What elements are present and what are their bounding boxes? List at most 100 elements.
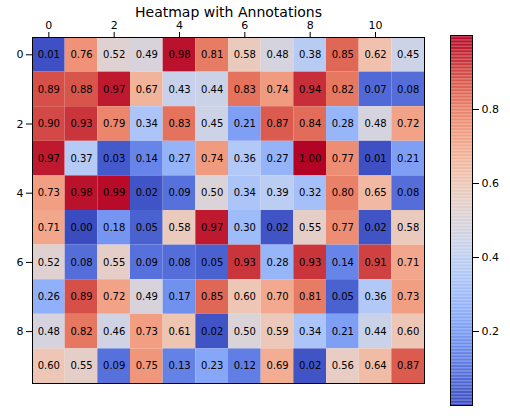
svg-text:0.93: 0.93 [234, 257, 256, 268]
svg-text:0.21: 0.21 [397, 153, 419, 164]
svg-text:0.05: 0.05 [136, 222, 158, 233]
svg-text:0.97: 0.97 [38, 153, 60, 164]
svg-text:0.73: 0.73 [136, 326, 158, 337]
svg-text:0.55: 0.55 [299, 222, 321, 233]
svg-text:0.14: 0.14 [332, 257, 354, 268]
svg-text:0.84: 0.84 [299, 118, 321, 129]
svg-text:0.44: 0.44 [201, 84, 223, 95]
svg-text:0.76: 0.76 [70, 49, 92, 60]
svg-text:0.46: 0.46 [103, 326, 125, 337]
svg-text:6: 6 [17, 256, 24, 269]
svg-text:0.83: 0.83 [168, 118, 190, 129]
svg-text:2: 2 [111, 19, 118, 32]
svg-text:0.28: 0.28 [332, 118, 354, 129]
svg-text:0.02: 0.02 [201, 326, 223, 337]
svg-text:0.49: 0.49 [136, 291, 158, 302]
svg-text:0.64: 0.64 [364, 360, 386, 371]
svg-text:0.14: 0.14 [136, 153, 158, 164]
svg-text:0.52: 0.52 [38, 257, 60, 268]
svg-text:10: 10 [369, 19, 383, 32]
svg-text:0.05: 0.05 [332, 291, 354, 302]
svg-text:0.02: 0.02 [364, 222, 386, 233]
svg-text:0.45: 0.45 [397, 49, 419, 60]
svg-text:0.62: 0.62 [364, 49, 386, 60]
svg-text:0.60: 0.60 [397, 326, 419, 337]
svg-text:0.21: 0.21 [234, 118, 256, 129]
svg-text:0.48: 0.48 [38, 326, 60, 337]
svg-text:0.27: 0.27 [168, 153, 190, 164]
svg-text:0.81: 0.81 [299, 291, 321, 302]
svg-text:0.08: 0.08 [397, 187, 419, 198]
svg-text:0.52: 0.52 [103, 49, 125, 60]
svg-text:0.74: 0.74 [201, 153, 223, 164]
svg-text:0.58: 0.58 [234, 49, 256, 60]
svg-text:0.59: 0.59 [266, 326, 288, 337]
svg-text:0.60: 0.60 [38, 360, 60, 371]
svg-text:0.93: 0.93 [299, 257, 321, 268]
svg-text:0.02: 0.02 [299, 360, 321, 371]
svg-text:0.36: 0.36 [234, 153, 256, 164]
svg-text:0.65: 0.65 [364, 187, 386, 198]
svg-text:0.55: 0.55 [103, 257, 125, 268]
svg-text:0.34: 0.34 [299, 326, 321, 337]
svg-text:0.79: 0.79 [103, 118, 125, 129]
svg-text:0.97: 0.97 [103, 84, 125, 95]
svg-text:8: 8 [17, 325, 24, 338]
svg-text:0.01: 0.01 [364, 153, 386, 164]
svg-text:0.50: 0.50 [201, 187, 223, 198]
svg-text:0.73: 0.73 [397, 291, 419, 302]
svg-text:0.97: 0.97 [201, 222, 223, 233]
svg-text:0.08: 0.08 [168, 257, 190, 268]
svg-text:0.26: 0.26 [38, 291, 60, 302]
svg-text:0.77: 0.77 [332, 153, 354, 164]
svg-text:0.98: 0.98 [168, 49, 190, 60]
svg-text:0.32: 0.32 [299, 187, 321, 198]
svg-text:0.82: 0.82 [332, 84, 354, 95]
svg-text:0.18: 0.18 [103, 222, 125, 233]
svg-text:0.30: 0.30 [234, 222, 256, 233]
svg-text:0.4: 0.4 [482, 251, 500, 264]
svg-text:Heatmap with Annotations: Heatmap with Annotations [135, 4, 322, 20]
svg-text:0.67: 0.67 [136, 84, 158, 95]
svg-text:0.60: 0.60 [234, 291, 256, 302]
svg-text:0.2: 0.2 [482, 325, 500, 338]
svg-text:0.28: 0.28 [266, 257, 288, 268]
svg-text:0.13: 0.13 [168, 360, 190, 371]
svg-text:0.01: 0.01 [38, 49, 60, 60]
svg-text:0.58: 0.58 [397, 222, 419, 233]
svg-text:0.44: 0.44 [364, 326, 386, 337]
svg-text:0.90: 0.90 [38, 118, 60, 129]
svg-text:0.48: 0.48 [364, 118, 386, 129]
svg-text:0.72: 0.72 [397, 118, 419, 129]
svg-text:0.69: 0.69 [266, 360, 288, 371]
svg-text:0.08: 0.08 [70, 257, 92, 268]
svg-text:2: 2 [17, 118, 24, 131]
svg-text:0.81: 0.81 [201, 49, 223, 60]
svg-text:0.56: 0.56 [332, 360, 354, 371]
svg-text:0.71: 0.71 [38, 222, 60, 233]
svg-text:0.03: 0.03 [103, 153, 125, 164]
svg-text:0.23: 0.23 [201, 360, 223, 371]
svg-text:0.48: 0.48 [266, 49, 288, 60]
svg-text:0.83: 0.83 [234, 84, 256, 95]
svg-text:0: 0 [17, 48, 24, 61]
svg-text:0.77: 0.77 [332, 222, 354, 233]
svg-text:0.09: 0.09 [136, 257, 158, 268]
svg-text:0.72: 0.72 [103, 291, 125, 302]
svg-text:0.00: 0.00 [70, 222, 92, 233]
svg-text:0.85: 0.85 [201, 291, 223, 302]
svg-text:0.58: 0.58 [168, 222, 190, 233]
svg-text:0.55: 0.55 [70, 360, 92, 371]
svg-text:0.73: 0.73 [38, 187, 60, 198]
svg-text:0.36: 0.36 [364, 291, 386, 302]
svg-text:0.61: 0.61 [168, 326, 190, 337]
svg-text:0.27: 0.27 [266, 153, 288, 164]
svg-text:0.43: 0.43 [168, 84, 190, 95]
svg-text:0.6: 0.6 [482, 177, 500, 190]
svg-text:1.00: 1.00 [299, 153, 321, 164]
svg-text:0.89: 0.89 [38, 84, 60, 95]
svg-text:0.05: 0.05 [201, 257, 223, 268]
svg-text:0.08: 0.08 [397, 84, 419, 95]
svg-text:0.37: 0.37 [70, 153, 92, 164]
svg-text:0.71: 0.71 [397, 257, 419, 268]
